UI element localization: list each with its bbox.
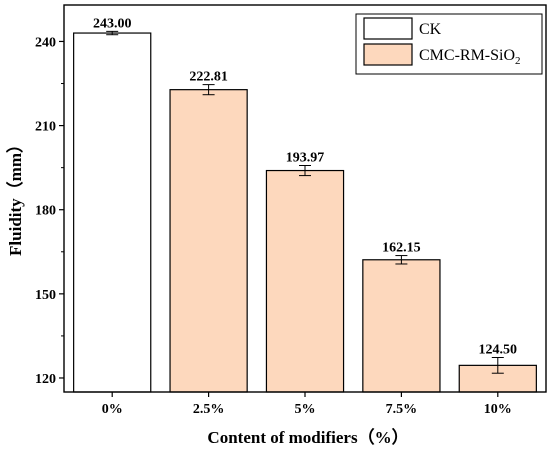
data-label-1: 222.81 [189, 70, 228, 85]
data-label-3: 162.15 [382, 241, 421, 256]
legend-swatch-cmc [363, 43, 413, 66]
x-tick-label-0: 0% [102, 402, 123, 417]
y-tick-label-1: 150 [35, 288, 56, 303]
bar-2 [265, 169, 345, 393]
y-tick-label-0: 120 [35, 372, 56, 387]
data-label-0: 243.00 [93, 16, 132, 31]
legend-label-ck: CK [419, 21, 442, 38]
error-bars-layer [106, 30, 504, 374]
y-tick-label-4: 240 [35, 35, 56, 50]
bars-layer [73, 32, 537, 393]
legend-label-cmc: CMC-RM-SiO2 [419, 47, 521, 67]
x-tick-label-3: 7.5% [386, 402, 418, 417]
y-tick-label-2: 180 [35, 204, 56, 219]
x-tick-label-2: 5% [295, 402, 316, 417]
y-axis-title: Fluidity（mm） [5, 136, 25, 256]
data-label-4: 124.50 [479, 343, 518, 358]
bar-3 [362, 259, 441, 393]
x-axis-title: Content of modifiers（%） [207, 427, 408, 447]
bar-1 [169, 89, 248, 393]
x-tick-label-1: 2.5% [193, 402, 225, 417]
legend-swatch-ck [363, 17, 413, 40]
y-tick-label-3: 210 [35, 120, 56, 135]
data-label-2: 193.97 [286, 150, 325, 165]
legend: CK CMC-RM-SiO2 [355, 13, 543, 75]
data-labels-layer: 243.00 222.81 193.97 162.15 124.50 [93, 16, 517, 357]
legend-label-cmc-subscript: 2 [515, 55, 521, 67]
axes-layer: 120 150 180 210 240 0% 2.5% 5% 7.5% 10% [35, 4, 547, 417]
x-tick-label-4: 10% [484, 402, 512, 417]
legend-label-cmc-main: CMC-RM-SiO [419, 47, 515, 64]
bar-0 [73, 32, 152, 393]
